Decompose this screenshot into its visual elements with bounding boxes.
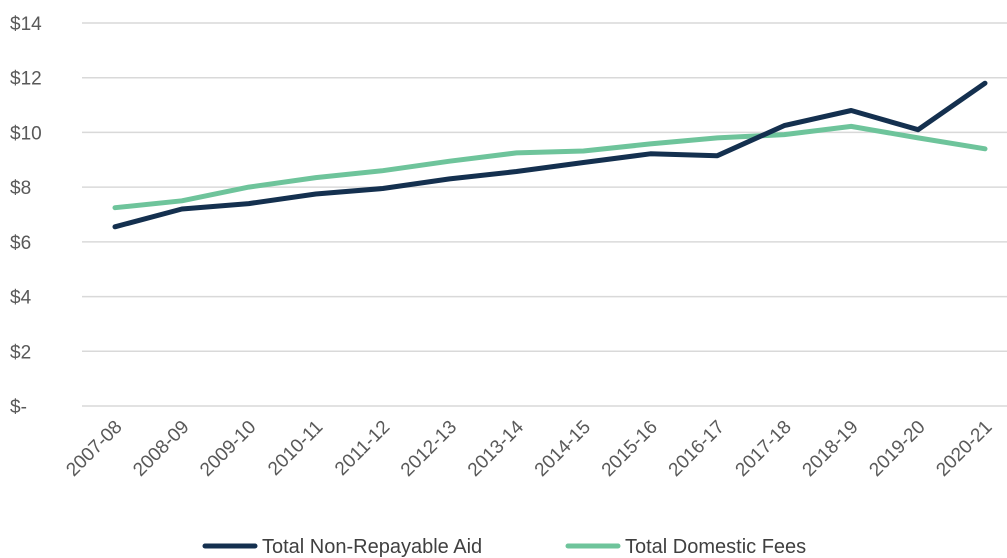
data-point [648, 142, 652, 146]
x-tick-label: 2016-17 [665, 417, 729, 481]
data-point [916, 128, 920, 132]
data-point [515, 151, 519, 155]
legend-label-total-domestic-fees: Total Domestic Fees [625, 536, 806, 558]
x-tick-label: 2019-20 [865, 417, 929, 481]
data-point [849, 109, 853, 113]
data-point [448, 177, 452, 181]
x-tick-label: 2018-19 [799, 417, 863, 481]
data-point [648, 152, 652, 156]
x-tick-label: 2014-15 [531, 417, 595, 481]
data-point [381, 187, 385, 191]
x-tick-label: 2007-08 [62, 417, 126, 481]
y-tick-label: $- [10, 397, 27, 418]
data-point [983, 81, 987, 85]
data-point [581, 161, 585, 165]
series-line-1 [112, 123, 988, 211]
data-point [180, 207, 184, 211]
y-axis-tick-labels: $- $2 $4 $6 $8 $10 $12 $14 [10, 14, 42, 418]
data-point [715, 136, 719, 140]
x-tick-label: 2017-18 [732, 417, 796, 481]
data-point [314, 192, 318, 196]
series-lines [112, 80, 988, 230]
data-point [515, 170, 519, 174]
legend-label-total-non-repayable-aid: Total Non-Repayable Aid [262, 536, 482, 558]
data-point [983, 147, 987, 151]
x-tick-label: 2008-09 [129, 417, 193, 481]
x-tick-label: 2009-10 [196, 417, 260, 481]
data-point [849, 124, 853, 128]
data-point [247, 202, 251, 206]
legend: Total Non-Repayable Aid Total Domestic F… [202, 536, 806, 558]
grid-lines [82, 22, 1007, 407]
data-point [916, 136, 920, 140]
y-tick-label: $8 [10, 178, 31, 199]
data-point [180, 199, 184, 203]
y-tick-label: $2 [10, 342, 31, 363]
series-line-0 [112, 80, 988, 230]
y-tick-label: $6 [10, 233, 31, 254]
x-tick-label: 2011-12 [331, 417, 394, 480]
x-tick-label: 2010-11 [264, 417, 327, 480]
y-tick-label: $10 [10, 123, 42, 144]
x-axis-tick-labels: 2007-08 2008-09 2009-10 2010-11 2011-12 2012-… [62, 416, 996, 480]
y-tick-label: $14 [10, 14, 42, 35]
data-point [381, 169, 385, 173]
data-point [314, 176, 318, 180]
y-tick-label: $12 [10, 69, 42, 90]
x-tick-label: 2015-16 [598, 417, 662, 481]
data-point [113, 206, 117, 210]
x-tick-label: 2020-21 [932, 417, 996, 481]
data-point [782, 124, 786, 128]
data-point [113, 225, 117, 229]
x-tick-label: 2012-13 [397, 417, 461, 481]
x-tick-label: 2013-14 [464, 416, 528, 480]
data-point [247, 185, 251, 189]
data-point [715, 154, 719, 158]
data-point [581, 149, 585, 153]
y-tick-label: $4 [10, 288, 32, 309]
data-point [782, 133, 786, 137]
data-point [448, 159, 452, 163]
